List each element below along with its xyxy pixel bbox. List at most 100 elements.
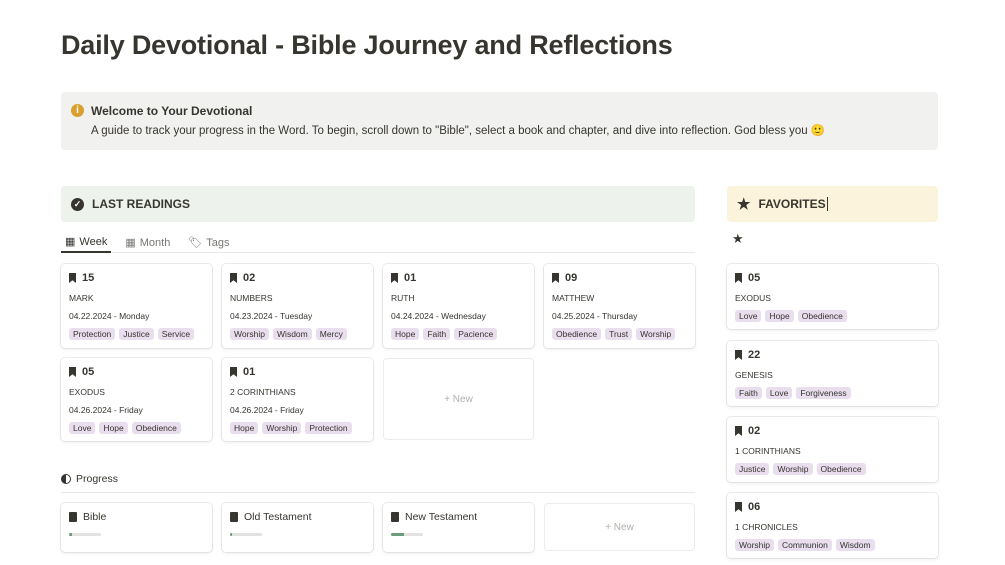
new-progress-button[interactable]: + New [544, 503, 695, 551]
progress-bar [230, 533, 262, 536]
half-circle-icon [61, 474, 71, 484]
bookmark-icon [391, 273, 398, 283]
tag: Pacience [454, 328, 498, 340]
tag: Worship [636, 328, 676, 340]
book-icon [230, 512, 238, 522]
book-name: RUTH [391, 293, 415, 303]
tab-tags[interactable]: 🏷 Tags [184, 232, 233, 253]
star-icon[interactable]: ★ [732, 231, 744, 246]
tab-label: Week [79, 235, 108, 248]
chapter-number: 02 [748, 425, 761, 437]
callout-title: Welcome to Your Devotional [91, 104, 253, 118]
reading-card[interactable]: 01 2 CORINTHIANS 04.26.2024 - Friday Hope Wo… [222, 358, 373, 441]
chapter-number: 01 [404, 272, 417, 284]
reading-date: 04.22.2024 - Monday [69, 311, 150, 321]
reading-card[interactable]: 01 RUTH 04.24.2024 - Wednesday Hope Faith Pac… [383, 264, 534, 348]
progress-bar [391, 533, 423, 536]
bookmark-icon [69, 273, 76, 283]
reading-card[interactable]: 15 MARK 04.22.2024 - Monday Protection Justi… [61, 264, 212, 348]
tag: Obedience [797, 310, 847, 322]
last-readings-title: LAST READINGS [92, 197, 191, 211]
favorite-card[interactable]: 06 1 CHRONICLES Worship Communion Wisdom [727, 493, 938, 558]
chapter-number: 09 [565, 272, 578, 284]
calendar-icon: ▦ [125, 237, 136, 249]
tag: Worship [262, 422, 302, 434]
tag: Obedience [552, 328, 602, 340]
bookmark-icon [230, 273, 237, 283]
book-name: MARK [69, 293, 94, 303]
new-reading-button[interactable]: + New [383, 358, 534, 440]
tag: Obedience [816, 463, 866, 475]
bookmark-icon [735, 350, 742, 360]
progress-card[interactable]: Old Testament [222, 503, 373, 552]
tag: Protection [305, 422, 352, 434]
tag: Hope [230, 422, 259, 434]
tab-month[interactable]: ▦ Month [121, 232, 174, 253]
reading-date: 04.25.2024 - Thursday [552, 311, 638, 321]
book-name: 1 CHRONICLES [735, 522, 798, 532]
tag: Love [735, 310, 762, 322]
page-title: Daily Devotional - Bible Journey and Ref… [61, 30, 673, 60]
tag: Wisdom [273, 328, 312, 340]
book-name: 2 CORINTHIANS [230, 387, 296, 397]
chapter-number: 22 [748, 349, 761, 361]
book-icon [391, 512, 399, 522]
reading-card[interactable]: 02 NUMBERS 04.23.2024 - Tuesday Worship Wisd… [222, 264, 373, 348]
progress-label: Old Testament [244, 511, 312, 523]
progress-title: Progress [76, 473, 119, 485]
bookmark-icon [230, 367, 237, 377]
last-readings-header: ✓ LAST READINGS [61, 186, 695, 222]
book-name: MATTHEW [552, 293, 595, 303]
book-icon [69, 512, 77, 522]
tag: Love [69, 422, 96, 434]
reading-date: 04.24.2024 - Wednesday [391, 311, 486, 321]
chapter-number: 06 [748, 501, 761, 513]
tag: Love [765, 387, 793, 399]
book-name: GENESIS [735, 370, 773, 380]
favorite-card[interactable]: 02 1 CORINTHIANS Justice Worship Obedience [727, 417, 938, 482]
callout-text: A guide to track your progress in the Wo… [91, 125, 826, 137]
divider [61, 492, 695, 493]
tag: Faith [423, 328, 451, 340]
chapter-number: 05 [748, 272, 761, 284]
chapter-number: 01 [243, 366, 256, 378]
tag: Worship [230, 328, 270, 340]
star-icon: ★ [737, 196, 751, 213]
info-icon: i [71, 104, 84, 117]
tab-label: Month [139, 236, 171, 249]
reading-card[interactable]: 09 MATTHEW 04.25.2024 - Thursday Obedience T… [544, 264, 695, 348]
tag: Trust [605, 328, 633, 340]
book-name: EXODUS [735, 293, 771, 303]
favorites-header: ★ FAVORITES [727, 186, 938, 222]
bookmark-icon [69, 367, 76, 377]
progress-label: New Testament [405, 511, 478, 523]
book-name: NUMBERS [230, 293, 273, 303]
tag: Communion [778, 539, 832, 551]
tag: Worship [735, 539, 775, 551]
progress-card[interactable]: New Testament [383, 503, 534, 552]
favorite-card[interactable]: 22 GENESIS Faith Love Forgiveness [727, 341, 938, 406]
reading-date: 04.26.2024 - Friday [69, 405, 143, 415]
welcome-callout: i Welcome to Your Devotional A guide to … [61, 92, 938, 150]
check-badge-icon: ✓ [71, 197, 84, 211]
book-name: EXODUS [69, 387, 105, 397]
reading-card[interactable]: 05 EXODUS 04.26.2024 - Friday Love Hope Obedi… [61, 358, 212, 441]
tab-week[interactable]: ▦ Week [61, 232, 112, 253]
tag: Protection [69, 328, 116, 340]
chapter-number: 05 [82, 366, 95, 378]
tag: Hope [765, 310, 794, 322]
chapter-number: 15 [82, 272, 95, 284]
chapter-number: 02 [243, 272, 256, 284]
progress-card[interactable]: Bible [61, 503, 212, 552]
progress-label: Bible [83, 511, 107, 523]
favorites-title[interactable]: FAVORITES [758, 197, 828, 211]
bookmark-icon [735, 426, 742, 436]
tag: Forgiveness [796, 387, 851, 399]
favorite-card[interactable]: 05 EXODUS Love Hope Obedience [727, 264, 938, 329]
tag: Justice [119, 328, 154, 340]
tag-icon: 🏷 [188, 237, 203, 249]
progress-header: Progress [61, 473, 118, 485]
bookmark-icon [552, 273, 559, 283]
bookmark-icon [735, 273, 742, 283]
tag: Justice [735, 463, 770, 475]
